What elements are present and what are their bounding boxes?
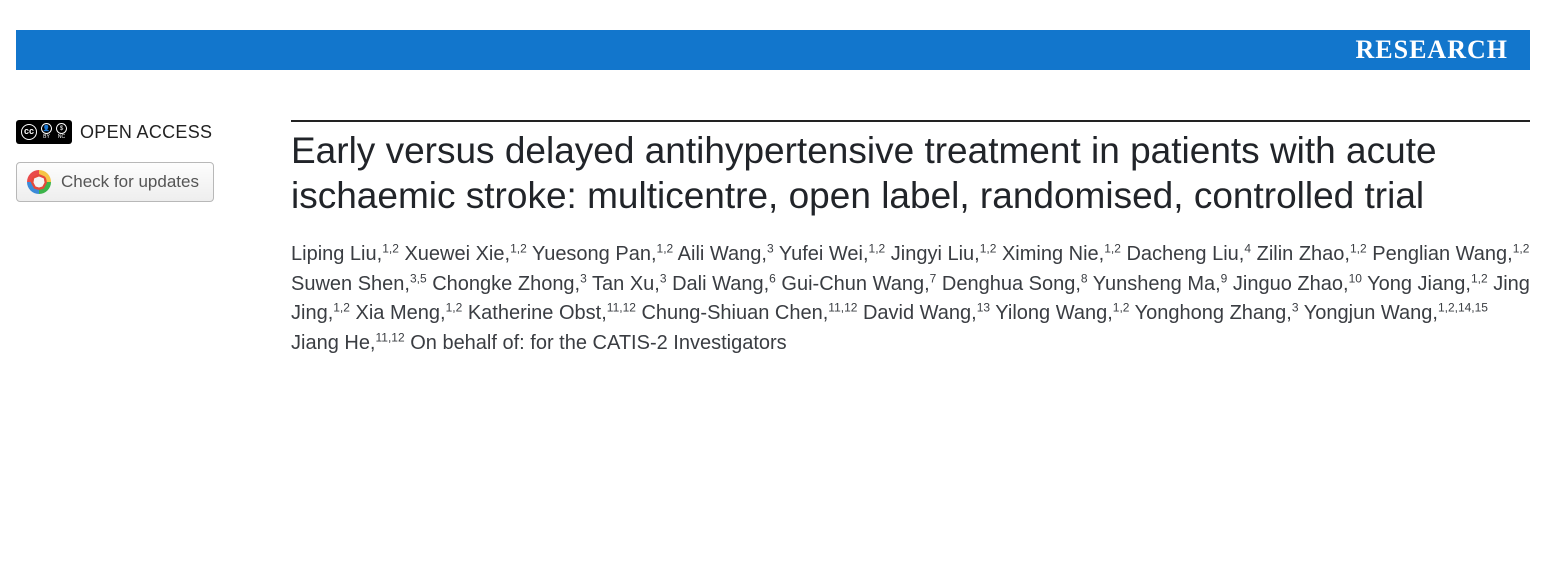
author-affiliation: 9 — [1221, 271, 1228, 285]
cc-license-icon: cc 👤BY $NC — [16, 120, 72, 144]
section-banner: RESEARCH — [16, 30, 1530, 70]
author-affiliation: 6 — [769, 271, 776, 285]
article-title: Early versus delayed antihypertensive tr… — [291, 128, 1530, 218]
author: Jingyi Liu,1,2 — [891, 243, 997, 265]
author-affiliation: 11,12 — [828, 301, 857, 315]
cc-icon: cc — [21, 124, 37, 140]
author: Yunsheng Ma,9 — [1093, 273, 1228, 295]
author-affiliation: 1,2,14,15 — [1438, 301, 1488, 315]
author-affiliation: 1,2 — [333, 301, 350, 315]
author: Penglian Wang,1,2 — [1372, 243, 1529, 265]
author-affiliation: 10 — [1349, 271, 1362, 285]
author-affiliation: 11,12 — [607, 301, 636, 315]
sidebar: cc 👤BY $NC OPEN ACCESS Check for updates — [16, 120, 291, 359]
author-affiliation: 3,5 — [410, 271, 427, 285]
author-affiliation: 1,2 — [446, 301, 463, 315]
author-affiliation: 1,2 — [1513, 242, 1530, 256]
author-affiliation: 8 — [1081, 271, 1088, 285]
author: Yilong Wang,1,2 — [995, 302, 1129, 324]
author: Gui-Chun Wang,7 — [781, 273, 936, 295]
author: Yonghong Zhang,3 — [1135, 302, 1299, 324]
author-affiliation: 3 — [767, 242, 774, 256]
on-behalf-text: On behalf of: for the CATIS-2 Investigat… — [410, 332, 786, 354]
author-affiliation: 1,2 — [1471, 271, 1488, 285]
author-affiliation: 3 — [1292, 301, 1299, 315]
author: Jiang He,11,12 — [291, 332, 405, 354]
author: Katherine Obst,11,12 — [468, 302, 636, 324]
author-affiliation: 3 — [660, 271, 667, 285]
author: Chongke Zhong,3 — [432, 273, 587, 295]
author: Yongjun Wang,1,2,14,15 — [1304, 302, 1488, 324]
cc-by-icon: 👤BY — [41, 123, 52, 140]
author: Dacheng Liu,4 — [1126, 243, 1251, 265]
author-affiliation: 13 — [977, 301, 990, 315]
author: Tan Xu,3 — [592, 273, 667, 295]
author: Xuewei Xie,1,2 — [404, 243, 526, 265]
author: Yufei Wei,1,2 — [779, 243, 885, 265]
author: Yuesong Pan,1,2 — [532, 243, 673, 265]
author: Denghua Song,8 — [942, 273, 1088, 295]
open-access-badge: cc 👤BY $NC OPEN ACCESS — [16, 120, 273, 144]
author-affiliation: 1,2 — [382, 242, 399, 256]
author: Liping Liu,1,2 — [291, 243, 399, 265]
banner-label: RESEARCH — [1356, 35, 1508, 65]
author: Zilin Zhao,1,2 — [1257, 243, 1367, 265]
content-row: cc 👤BY $NC OPEN ACCESS Check for updates… — [16, 120, 1530, 359]
author: Yong Jiang,1,2 — [1367, 273, 1488, 295]
article-header: Early versus delayed antihypertensive tr… — [291, 120, 1530, 359]
author-affiliation: 7 — [930, 271, 937, 285]
author-affiliation: 4 — [1244, 242, 1251, 256]
author-affiliation: 1,2 — [1350, 242, 1367, 256]
author: Dali Wang,6 — [672, 273, 776, 295]
author: Xia Meng,1,2 — [356, 302, 463, 324]
author-affiliation: 3 — [580, 271, 587, 285]
author: Jinguo Zhao,10 — [1233, 273, 1362, 295]
author: David Wang,13 — [863, 302, 990, 324]
author: Aili Wang,3 — [678, 243, 774, 265]
author: Suwen Shen,3,5 — [291, 273, 427, 295]
author: Ximing Nie,1,2 — [1002, 243, 1121, 265]
author-affiliation: 1,2 — [869, 242, 886, 256]
check-for-updates-button[interactable]: Check for updates — [16, 162, 214, 202]
author: Chung-Shiuan Chen,11,12 — [641, 302, 857, 324]
author-affiliation: 1,2 — [980, 242, 997, 256]
crossmark-icon — [27, 170, 51, 194]
cc-nc-icon: $NC — [56, 123, 67, 140]
author-affiliation: 1,2 — [1104, 242, 1121, 256]
open-access-label: OPEN ACCESS — [80, 122, 212, 143]
author-list: Liping Liu,1,2 Xuewei Xie,1,2 Yuesong Pa… — [291, 240, 1530, 358]
check-updates-label: Check for updates — [61, 172, 199, 192]
author-affiliation: 1,2 — [657, 242, 674, 256]
author-affiliation: 1,2 — [510, 242, 527, 256]
author-affiliation: 11,12 — [376, 330, 405, 344]
author-affiliation: 1,2 — [1113, 301, 1130, 315]
